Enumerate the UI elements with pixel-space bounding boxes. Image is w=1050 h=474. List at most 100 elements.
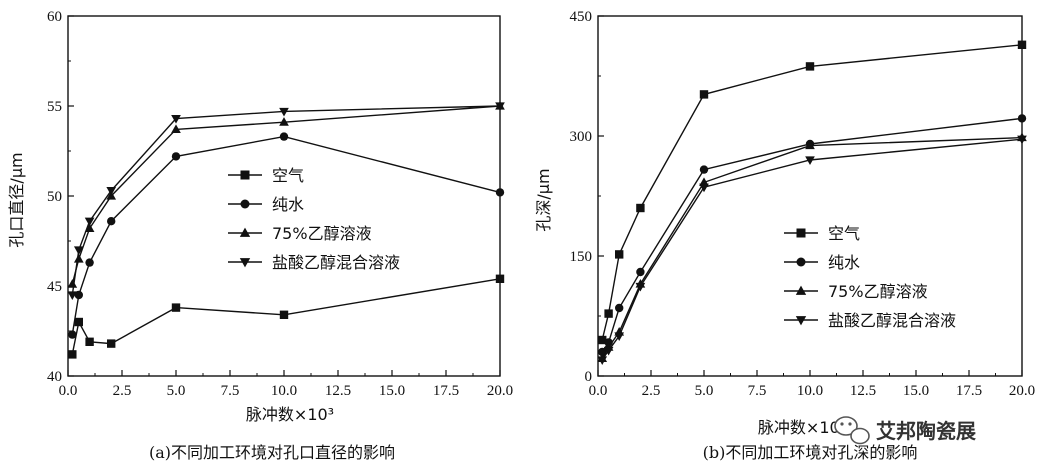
y-axis-label: 孔口直径/μm [7,152,26,247]
legend-item: 75%乙醇溶液 [784,282,928,301]
data-point [85,337,94,346]
data-point [67,291,78,301]
data-point [279,132,289,141]
x-tick-label: 15.0 [903,383,929,399]
data-point [107,339,116,348]
data-point [636,203,645,213]
data-point [84,217,95,227]
legend-item: 盐酸乙醇混合溶液 [228,253,400,272]
x-tick-label: 2.5 [113,383,132,399]
series-2 [597,132,1027,362]
data-point [598,335,607,345]
y-axis-label: 孔深/μm [534,168,553,231]
legend-label: 盐酸乙醇混合溶液 [828,311,956,330]
data-point [603,346,614,356]
data-point [107,217,116,226]
legend-item: 纯水 [784,253,860,272]
y-tick-label: 50 [47,189,62,205]
y-tick-label: 0 [585,369,593,385]
x-tick-label: 12.5 [850,383,876,399]
data-point [68,330,77,339]
data-point [636,267,645,277]
x-tick-label: 15.0 [379,383,405,399]
x-tick-label: 7.5 [221,383,240,399]
legend-marker [240,199,250,209]
series-line [601,44,1023,341]
data-point [279,310,289,319]
x-tick-label: 2.5 [642,383,661,399]
data-point [699,165,709,174]
y-tick-label: 300 [570,129,593,145]
data-point [635,282,646,292]
legend-label: 75%乙醇溶液 [828,282,928,301]
data-point [171,115,181,124]
x-axis-label: 脉冲数×10³ [758,418,846,437]
data-point [279,117,289,126]
series-line [601,138,1023,361]
data-point [614,332,625,342]
legend-label: 75%乙醇溶液 [272,224,372,243]
legend-label: 空气 [272,166,304,185]
data-point [1017,135,1027,145]
legend-marker [239,227,251,237]
data-point [74,290,84,300]
data-point [597,356,608,366]
x-tick-label: 20.0 [1009,383,1035,399]
legend-marker [240,170,250,180]
legend-label: 纯水 [828,253,860,272]
legend-marker [795,285,807,295]
y-tick-label: 55 [47,99,62,115]
data-point [85,258,94,267]
wechat-eye [848,422,852,426]
data-point [805,140,815,150]
legend-item: 空气 [228,166,304,185]
x-tick-label: 5.0 [695,383,714,399]
chart-caption: (b)不同加工环境对孔深的影响 [703,443,918,462]
data-point [106,187,117,196]
legend-label: 盐酸乙醇混合溶液 [272,253,400,272]
watermark-text: 艾邦陶瓷展 [876,419,976,443]
legend-item: 纯水 [228,195,304,214]
series-line [601,117,1023,353]
y-tick-label: 150 [570,249,593,265]
legend-marker [796,257,806,267]
data-point [67,279,78,288]
data-point [171,303,181,312]
data-point [73,253,84,263]
x-tick-label: 17.5 [956,383,982,399]
legend-item: 盐酸乙醇混合溶液 [784,311,956,330]
chart-caption: (a)不同加工环境对孔口直径的影响 [149,443,395,462]
wechat-icon [834,416,870,445]
data-point [279,107,289,117]
y-tick-label: 40 [47,369,62,385]
series-0 [598,40,1027,345]
data-point [1017,40,1027,49]
legend-item: 75%乙醇溶液 [228,224,372,243]
x-tick-label: 20.0 [487,383,513,399]
data-point [495,188,505,197]
x-tick-label: 17.5 [433,383,459,399]
data-point [615,303,624,313]
y-tick-label: 450 [570,9,593,25]
x-tick-label: 10.0 [271,383,297,399]
legend-marker [796,228,806,238]
x-tick-label: 0.0 [59,383,78,399]
data-point [73,246,84,256]
series-0 [68,274,505,359]
data-point [171,152,181,161]
data-point [74,317,83,327]
data-point [84,223,95,232]
wechat-bubble-large [834,416,858,436]
legend-item: 空气 [784,224,860,243]
wechat-bubble-small [850,427,870,445]
chart-panel-a: 0.0 2.5 5.0 7.5 10.0 12.5 15.0 17.5 20.0 40 45 50 55… [7,9,513,462]
x-tick-label: 7.5 [748,383,767,399]
legend-label: 纯水 [272,195,304,214]
data-point [805,156,815,166]
data-point [615,250,624,259]
data-point [495,274,505,283]
y-tick-label: 45 [47,279,62,295]
data-point [1017,114,1027,123]
